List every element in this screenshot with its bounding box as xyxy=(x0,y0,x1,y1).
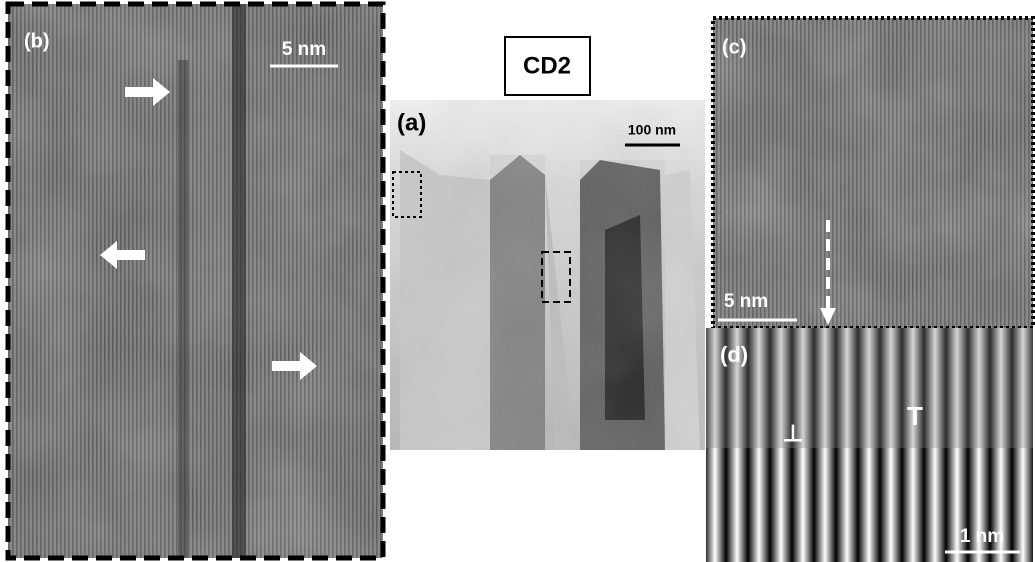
panel-label: (d) xyxy=(720,342,748,367)
texture xyxy=(713,18,1033,328)
dislocation-symbol: ⊥ xyxy=(782,420,804,447)
panel-label: (b) xyxy=(24,30,50,52)
page: (b) 5 nm CD2 (a) 100 nm (c) 5 nm xyxy=(0,0,1035,562)
panel-label: (a) xyxy=(397,109,426,136)
panel-b: (b) 5 nm xyxy=(8,4,383,558)
defect-line xyxy=(232,4,246,558)
panel-d: (d) ⊥ T 1 nm xyxy=(706,328,1033,562)
blur-region xyxy=(706,328,1033,448)
defect-line xyxy=(178,60,188,558)
scale-label: 100 nm xyxy=(628,122,676,138)
scale-label: 5 nm xyxy=(724,291,768,312)
dislocation-symbol: T xyxy=(907,401,923,431)
scale-label: 1 nm xyxy=(960,526,1004,547)
scale-label: 5 nm xyxy=(282,39,326,60)
panel-c: (c) 5 nm xyxy=(713,18,1033,328)
texture xyxy=(8,4,383,558)
texture xyxy=(390,100,705,450)
panel-a: (a) 100 nm xyxy=(390,100,705,450)
figure: (b) 5 nm CD2 (a) 100 nm (c) 5 nm xyxy=(0,0,1035,562)
panel-label: (c) xyxy=(722,36,746,58)
title: CD2 xyxy=(523,52,571,79)
